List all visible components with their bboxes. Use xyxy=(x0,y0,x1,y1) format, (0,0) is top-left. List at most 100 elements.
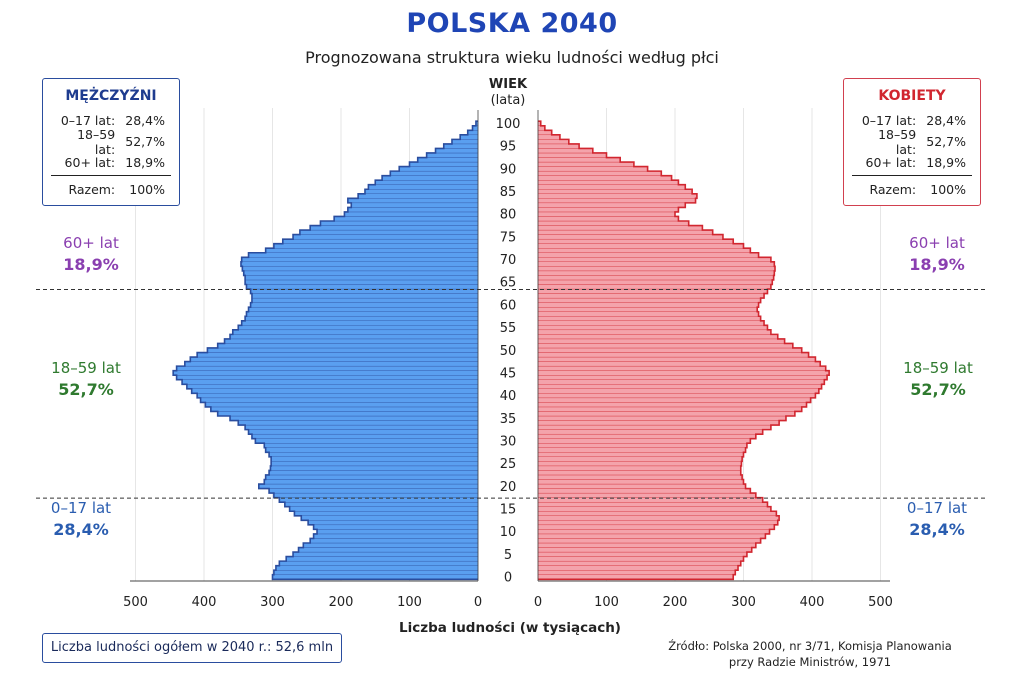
bar-male xyxy=(268,488,479,494)
bar-male xyxy=(248,252,479,258)
row-label: 18–59 lat: xyxy=(878,126,917,157)
bar-female xyxy=(537,411,796,417)
row-label: 0–17 lat: xyxy=(60,113,116,128)
source-note: Źródło: Polska 2000, nr 3/71, Komisja Pl… xyxy=(650,638,970,670)
bar-male xyxy=(244,316,479,321)
bar-female xyxy=(537,338,785,344)
bar-male xyxy=(268,452,479,457)
age-axis-title: WIEK (lata) xyxy=(478,77,538,109)
bar-male xyxy=(320,220,479,226)
bar-female xyxy=(537,501,768,507)
group-percent: 52,7% xyxy=(58,380,114,399)
bar-female xyxy=(537,479,744,485)
bar-male xyxy=(224,338,479,344)
total-label: Razem: xyxy=(869,182,917,197)
bar-male xyxy=(390,170,479,176)
bar-female xyxy=(537,443,748,448)
bar-female xyxy=(537,365,826,371)
bar-male xyxy=(232,329,479,335)
age-tick-label: 35 xyxy=(500,412,517,427)
right-group-18-59: 18–59 lat 52,7% xyxy=(878,357,998,401)
group-label: 0–17 lat xyxy=(50,499,112,517)
bar-male xyxy=(264,479,479,485)
bar-male xyxy=(210,406,479,412)
age-tick-label: 90 xyxy=(500,162,517,177)
female-box-row: 0–17 lat: 28,4% xyxy=(844,110,980,131)
bar-male xyxy=(205,402,479,408)
bar-male xyxy=(200,397,479,403)
row-label: 0–17 lat: xyxy=(861,113,917,128)
bar-female xyxy=(537,538,761,544)
bar-male xyxy=(173,370,479,376)
bar-male xyxy=(313,524,479,530)
bar-female xyxy=(537,311,759,317)
age-tick-label: 85 xyxy=(500,185,517,200)
age-tick-label: 95 xyxy=(500,140,517,155)
bar-female xyxy=(537,542,757,548)
male-box-total-row: Razem: 100% xyxy=(43,179,179,200)
bar-female xyxy=(537,343,793,349)
row-value: 28,4% xyxy=(926,113,966,128)
bar-male xyxy=(238,325,479,331)
age-tick-label: 55 xyxy=(500,321,517,336)
bar-female xyxy=(537,570,736,575)
bar-male xyxy=(217,411,479,417)
bar-female xyxy=(537,243,744,249)
bar-male xyxy=(264,443,479,448)
bar-female xyxy=(537,483,746,489)
bar-female xyxy=(537,560,741,566)
age-tick-label: 5 xyxy=(504,548,512,563)
bar-male xyxy=(298,547,479,553)
bar-male xyxy=(270,461,479,467)
row-label: 18–59 lat: xyxy=(77,126,116,157)
bar-female xyxy=(537,297,761,303)
row-value: 52,7% xyxy=(125,134,165,149)
bar-female xyxy=(537,225,703,231)
x-tick-label-right: 0 xyxy=(534,595,542,610)
bar-male xyxy=(273,243,479,249)
bar-male xyxy=(333,216,479,222)
bar-female xyxy=(537,257,772,262)
total-population-note: Liczba ludności ogółem w 2040 r.: 52,6 m… xyxy=(42,633,342,663)
bar-female xyxy=(537,184,686,190)
bar-female xyxy=(537,488,751,494)
right-group-60plus: 60+ lat 18,9% xyxy=(882,232,992,276)
bar-male xyxy=(255,438,479,444)
bar-female xyxy=(537,306,758,312)
bar-female xyxy=(537,352,809,358)
bar-female xyxy=(537,180,679,185)
age-tick-label: 10 xyxy=(500,525,517,540)
bar-female xyxy=(537,279,773,285)
x-tick-label-left: 400 xyxy=(192,595,217,610)
female-box-title: KOBIETY xyxy=(878,88,946,104)
bar-male xyxy=(258,483,479,489)
bar-female xyxy=(537,415,787,421)
bar-female xyxy=(537,452,744,457)
bar-male xyxy=(229,415,479,421)
bar-female xyxy=(537,211,676,217)
group-percent: 18,9% xyxy=(63,255,119,274)
bar-male xyxy=(273,570,479,575)
row-value: 18,9% xyxy=(125,155,165,170)
bar-female xyxy=(537,447,746,453)
bar-female xyxy=(537,193,698,199)
bar-male xyxy=(251,433,479,439)
male-box-row: 60+ lat: 18,9% xyxy=(43,152,179,173)
bar-male xyxy=(316,529,479,535)
bar-male xyxy=(246,284,479,290)
bar-female xyxy=(537,547,752,553)
x-tick-label-right: 100 xyxy=(594,595,619,610)
x-tick-label-right: 300 xyxy=(731,595,756,610)
bar-male xyxy=(246,311,479,317)
female-box-row: 60+ lat: 18,9% xyxy=(844,152,980,173)
bar-female xyxy=(537,506,772,512)
bar-female xyxy=(537,379,825,385)
bar-male xyxy=(241,320,479,326)
bar-male xyxy=(265,248,479,253)
x-tick-label-left: 0 xyxy=(474,595,482,610)
bar-female xyxy=(537,252,759,258)
group-percent: 18,9% xyxy=(909,255,965,274)
group-label: 18–59 lat xyxy=(51,359,121,377)
bar-male xyxy=(240,261,479,267)
